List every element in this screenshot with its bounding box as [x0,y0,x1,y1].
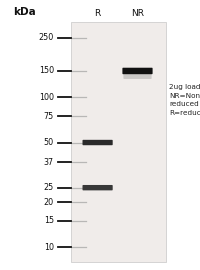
FancyBboxPatch shape [83,140,113,145]
Text: 75: 75 [44,112,54,121]
Text: 2ug loading
NR=Non-
reduced
R=reduced: 2ug loading NR=Non- reduced R=reduced [169,84,200,116]
Text: kDa: kDa [13,7,35,17]
Text: 37: 37 [44,158,54,167]
Text: NR: NR [131,9,144,18]
Bar [71,22,166,262]
FancyBboxPatch shape [83,185,113,190]
FancyBboxPatch shape [123,71,152,79]
Text: 150: 150 [39,66,54,75]
Text: 15: 15 [44,217,54,225]
Text: 250: 250 [39,33,54,42]
Text: R: R [94,9,101,18]
Text: 20: 20 [44,198,54,207]
Text: 100: 100 [39,93,54,102]
FancyBboxPatch shape [122,68,153,74]
Text: 25: 25 [44,183,54,192]
Text: 50: 50 [44,138,54,147]
Text: 10: 10 [44,243,54,252]
